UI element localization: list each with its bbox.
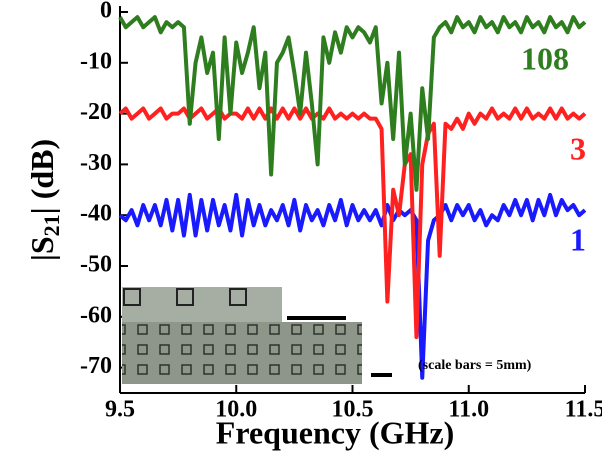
y-tick-label: -30 <box>80 150 112 176</box>
x-axis-label: Frequency (GHz) <box>216 414 454 450</box>
x-tick-label: 11.5 <box>565 397 602 423</box>
series-line <box>118 192 587 380</box>
plot-area: 0 -10 -20 -30 -40 -50 -60 -70 9.5 10.0 10.5 11.0 11.… <box>80 0 602 423</box>
inset-photo <box>122 287 282 322</box>
y-label-sub: 21 <box>39 214 64 236</box>
y-tick-label: -20 <box>80 99 112 125</box>
series-line <box>118 106 587 340</box>
series-line <box>118 15 587 192</box>
inset-photo <box>122 322 362 384</box>
x-tick-label: 11.0 <box>448 397 489 423</box>
y-tick-label: 0 <box>100 0 112 24</box>
annotation: (scale bars = 5mm) <box>418 358 532 373</box>
y-tick-label: -60 <box>80 302 112 328</box>
y-tick-label: -50 <box>80 252 112 278</box>
x-tick-label: 9.5 <box>105 397 135 423</box>
y-label-part: | (dB) <box>24 139 60 215</box>
y-tick-label: -10 <box>80 48 112 74</box>
y-tick-label: -70 <box>80 353 112 379</box>
annotation: 1 <box>570 221 586 257</box>
annotation: 108 <box>521 40 569 76</box>
x-tick-label: 10.5 <box>332 397 374 423</box>
annotation: 3 <box>570 130 586 166</box>
y-axis-label: |S21| (dB) <box>24 139 64 261</box>
y-tick-label: -40 <box>80 201 112 227</box>
x-tick-label: 10.0 <box>215 397 257 423</box>
y-label-part: |S <box>24 236 60 261</box>
